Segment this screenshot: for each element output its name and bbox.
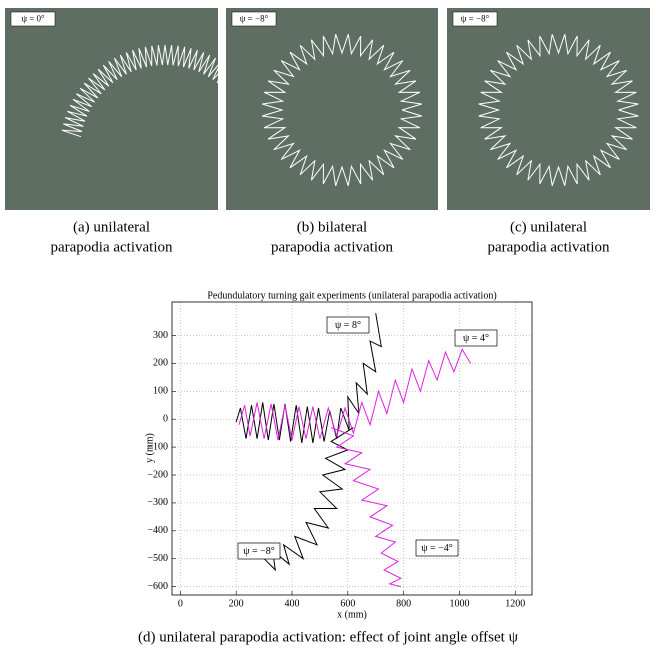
panel-caption: (c) unilateral — [510, 219, 587, 235]
y-tick-label: 0 — [163, 413, 168, 424]
plot-area — [172, 302, 532, 595]
photo-label: ψ = −8° — [240, 14, 269, 24]
panel-caption: parapodia activation — [271, 239, 394, 255]
photo — [5, 8, 218, 210]
y-tick-label: −500 — [147, 553, 168, 564]
x-axis-label: x (mm) — [337, 609, 367, 620]
panel-caption: parapodia activation — [50, 239, 173, 255]
photo-label-box — [10, 11, 56, 27]
trajectory — [235, 313, 382, 443]
trajectory — [330, 427, 402, 588]
x-tick-label: 600 — [340, 598, 355, 609]
photo-label: ψ = 0° — [21, 14, 45, 24]
y-tick-label: 100 — [153, 386, 168, 397]
y-tick-label: −400 — [147, 525, 168, 536]
photo — [226, 8, 438, 210]
x-tick-label: 1000 — [449, 598, 469, 609]
x-tick-label: 800 — [396, 598, 411, 609]
photo-label: ψ = −8° — [461, 14, 490, 24]
x-tick-label: 200 — [229, 598, 244, 609]
y-tick-label: −300 — [147, 497, 168, 508]
annotation-box — [454, 329, 498, 347]
x-tick-label: 0 — [178, 598, 183, 609]
annotation: ψ = 4° — [463, 333, 489, 344]
annotation: ψ = −8° — [243, 546, 275, 557]
photo-label-box — [452, 11, 498, 27]
annotation-box — [326, 316, 370, 334]
annotation: ψ = −4° — [421, 543, 453, 554]
plot-frame — [171, 301, 533, 596]
photo-label-box — [231, 11, 277, 27]
panel-caption: parapodia activation — [487, 239, 610, 255]
panel-caption: (b) bilateral — [297, 219, 367, 235]
y-axis-label: y (mm) — [144, 433, 155, 463]
y-tick-label: −200 — [147, 469, 168, 480]
photo — [447, 8, 650, 210]
y-tick-label: −100 — [147, 441, 168, 452]
y-tick-label: 200 — [153, 358, 168, 369]
trajectory-overlay — [262, 34, 422, 186]
panel-caption: (a) unilateral — [73, 219, 150, 235]
figure-caption: (d) unilateral parapodia activation: eff… — [138, 629, 519, 645]
y-tick-label: 300 — [153, 330, 168, 341]
x-tick-label: 400 — [285, 598, 300, 609]
x-tick-label: 1200 — [505, 598, 525, 609]
trajectory — [238, 348, 472, 441]
annotation-box — [415, 539, 459, 557]
trajectory — [263, 427, 354, 572]
chart-title: Pedundulatory turning gait experiments (… — [207, 290, 496, 301]
y-tick-label: −600 — [147, 581, 168, 592]
annotation-box — [237, 542, 281, 560]
trajectory-overlay — [478, 34, 639, 186]
annotation: ψ = 8° — [335, 320, 361, 331]
